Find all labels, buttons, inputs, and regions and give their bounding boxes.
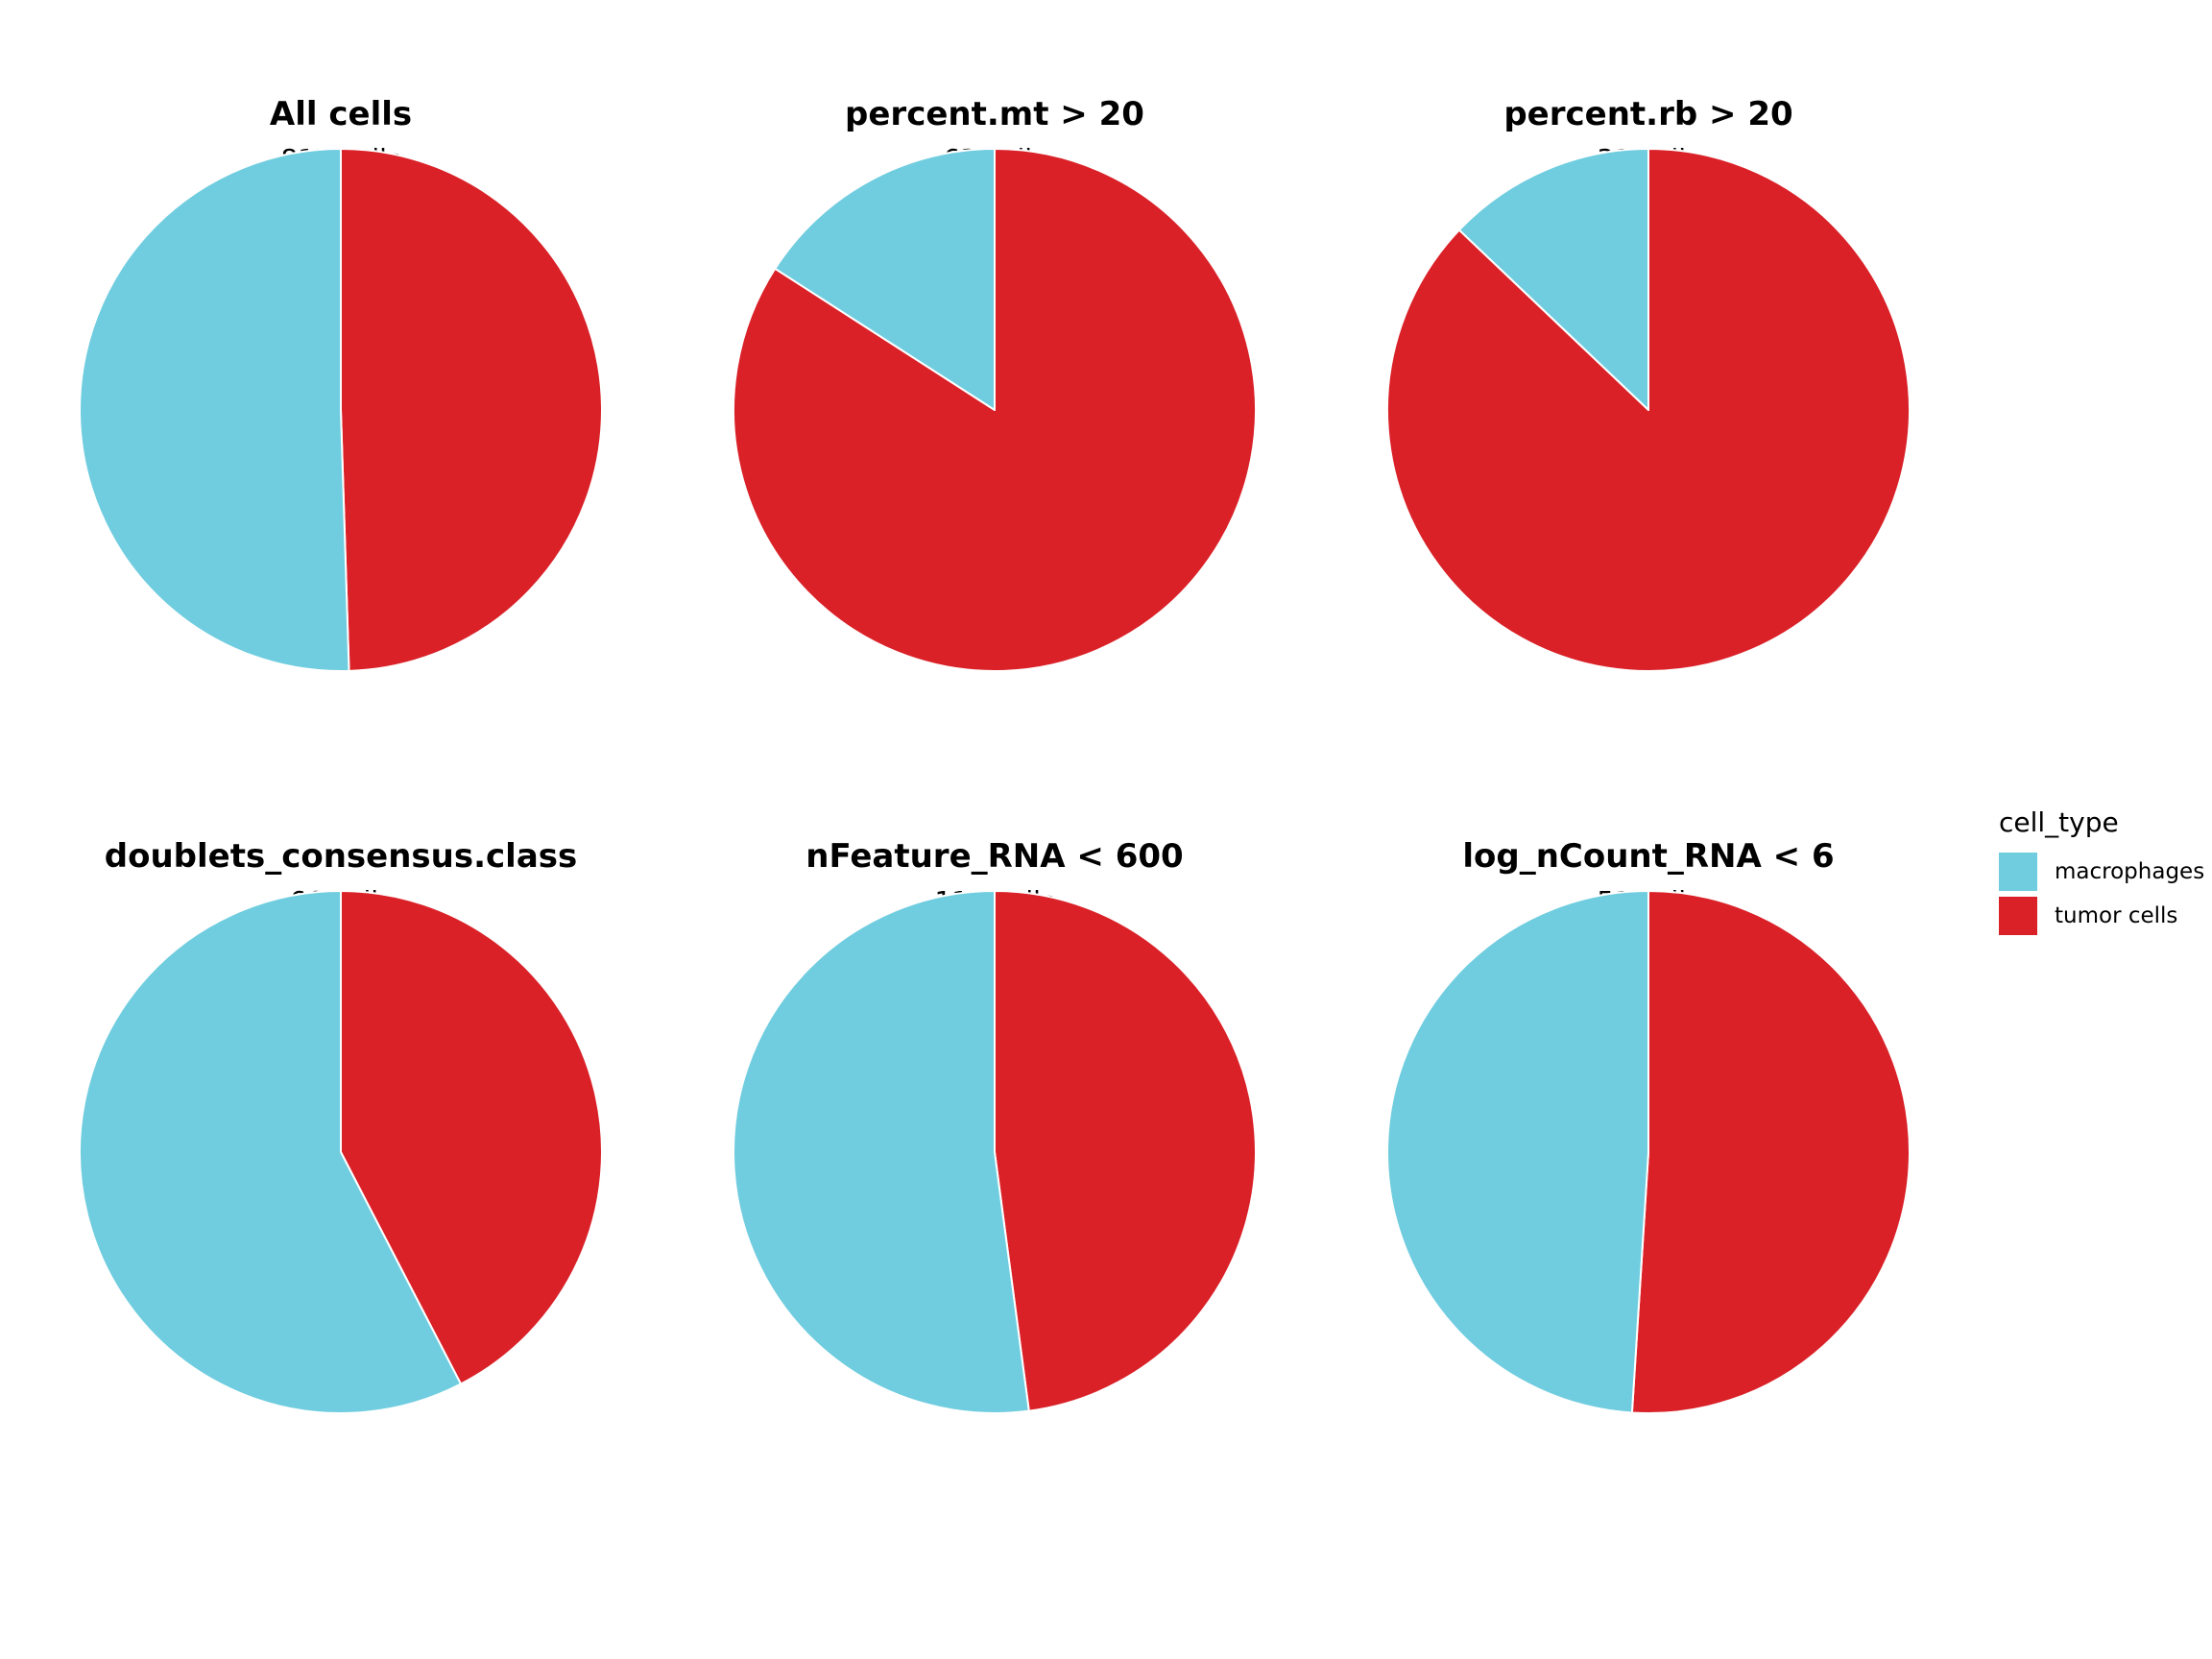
- pie-title: percent.mt > 20: [845, 95, 1144, 133]
- legend-label-macrophages: macrophages: [2055, 859, 2205, 884]
- pie-chart: [79, 890, 603, 1414]
- pie-panel-2: percent.mt > 2063 cells: [678, 91, 1311, 821]
- pie-title: doublets_consensus.class: [104, 837, 578, 876]
- pie-slice-tumor-cells: [994, 890, 1257, 1412]
- pie-title: nFeature_RNA < 600: [805, 837, 1184, 876]
- pie-chart: [733, 148, 1257, 672]
- pie-panel-3: percent.rb > 2031 cells: [1332, 91, 1965, 821]
- pie-chart: [79, 148, 603, 672]
- legend-item-tumor-cells: tumor cells: [1999, 894, 2212, 938]
- pie-title: All cells: [269, 95, 413, 133]
- pie-slice-macrophages: [79, 890, 463, 1414]
- legend-title: cell_type: [1999, 806, 2119, 838]
- pie-panel-1: All cells817 cells: [24, 91, 658, 821]
- legend-swatch-macrophages: [1999, 853, 2037, 891]
- legend-swatch-tumor-cells: [1999, 897, 2037, 935]
- pie-slice-macrophages: [1457, 148, 1649, 411]
- pie-panel-6: log_nCount_RNA < 651 cells: [1332, 833, 1965, 1563]
- pie-slice-tumor-cells: [340, 148, 603, 672]
- pie-slice-macrophages: [733, 890, 1030, 1414]
- pie-chart: [733, 890, 1257, 1414]
- pie-panel-4: doublets_consensus.class66 cells: [24, 833, 658, 1563]
- pie-slice-tumor-cells: [1386, 148, 1911, 672]
- pie-slice-tumor-cells: [1630, 890, 1911, 1414]
- pie-panel-5: nFeature_RNA < 600117 cells: [678, 833, 1311, 1563]
- pie-slice-macrophages: [1386, 890, 1649, 1414]
- pie-slice-tumor-cells: [340, 890, 603, 1385]
- pie-chart: [1386, 890, 1911, 1414]
- legend-item-macrophages: macrophages: [1999, 850, 2212, 894]
- pie-slice-macrophages: [79, 148, 350, 672]
- pie-title: percent.rb > 20: [1503, 95, 1793, 133]
- pie-slice-macrophages: [774, 148, 996, 411]
- legend-label-tumor-cells: tumor cells: [2055, 903, 2178, 928]
- pie-title: log_nCount_RNA < 6: [1462, 837, 1835, 876]
- pie-chart: [1386, 148, 1911, 672]
- legend: cell_type macrophages tumor cells: [1999, 806, 2212, 938]
